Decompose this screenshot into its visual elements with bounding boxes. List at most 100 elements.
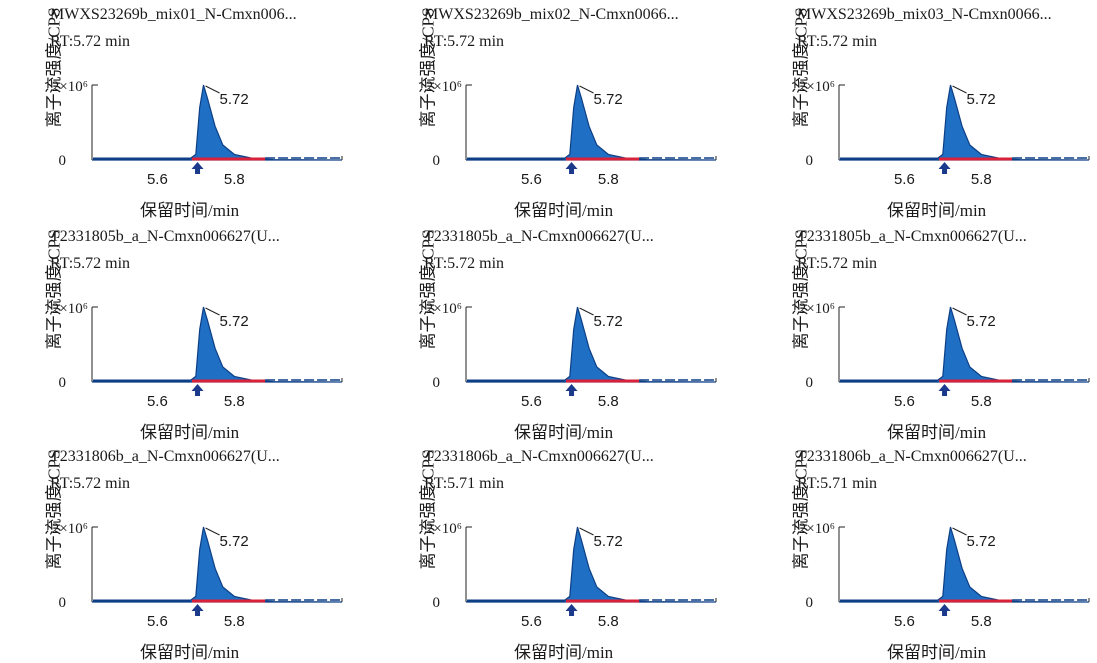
chromatogram-plot: 0 2×10⁶ 5.6 5.8 5.72 — [799, 301, 1090, 410]
chromatogram-panel: T2331806b_a_N-Cmxn006627(U... RT:5.71 min… — [374, 442, 719, 662]
peak-rt-label: 5.72 — [594, 91, 623, 108]
retention-time-label: RT:5.72 min — [50, 255, 131, 272]
chromatogram-plot: 0 2×10⁶ 5.6 5.8 5.72 — [52, 521, 343, 630]
retention-time-label: RT:5.72 min — [50, 33, 131, 50]
peak-label-leader — [579, 527, 594, 536]
panel-title: T2331805b_a_N-Cmxn006627(U... — [50, 228, 280, 245]
peak-rt-label: 5.72 — [220, 533, 249, 550]
x-axis-label: 保留时间/min — [514, 643, 614, 662]
x-axis-label: 保留时间/min — [514, 201, 614, 220]
up-arrow-icon — [938, 384, 951, 396]
x-tick-label: 5.8 — [598, 171, 619, 188]
y-tick-label: 0 — [59, 595, 67, 611]
chromatogram-panel: T2331805b_a_N-Cmxn006627(U... RT:5.72 min… — [747, 222, 1092, 442]
peak-area — [839, 526, 1090, 603]
x-axis-label: 保留时间/min — [140, 201, 240, 220]
x-axis-label: 保留时间/min — [887, 201, 987, 220]
peak-label-leader — [952, 307, 967, 316]
up-arrow-icon — [191, 384, 204, 396]
y-tick-label: 0 — [59, 153, 67, 169]
chromatogram-panel: T2331806b_a_N-Cmxn006627(U... RT:5.72 min… — [0, 442, 345, 662]
y-tick-label: 0 — [59, 375, 67, 391]
x-tick-label: 5.6 — [894, 171, 915, 188]
y-tick-label: 0 — [806, 375, 814, 391]
panel-title: T2331806b_a_N-Cmxn006627(U... — [797, 448, 1027, 465]
chromatogram-plot: 0 2×10⁶ 5.6 5.8 5.72 — [52, 79, 343, 188]
peak-area — [92, 84, 343, 161]
panel-title: T2331806b_a_N-Cmxn006627(U... — [424, 448, 654, 465]
peak-rt-label: 5.72 — [967, 313, 996, 330]
chromatogram-panel: T2331806b_a_N-Cmxn006627(U... RT:5.71 min… — [747, 442, 1092, 662]
x-axis-label: 保留时间/min — [140, 423, 240, 442]
x-axis-label: 保留时间/min — [887, 643, 987, 662]
y-tick-label: 2×10⁶ — [52, 521, 88, 537]
up-arrow-icon — [191, 604, 204, 616]
panel-title: MWXS23269b_mix02_N-Cmxn0066... — [424, 6, 679, 23]
y-tick-label: 2×10⁶ — [426, 79, 462, 95]
y-tick-label: 2×10⁶ — [52, 301, 88, 317]
up-arrow-icon — [191, 162, 204, 174]
peak-label-leader — [579, 85, 594, 94]
y-tick-label: 0 — [806, 153, 814, 169]
retention-time-label: RT:5.72 min — [50, 475, 131, 492]
up-arrow-icon — [938, 604, 951, 616]
peak-label-leader — [205, 85, 220, 94]
up-arrow-icon — [565, 604, 578, 616]
y-tick-label: 2×10⁶ — [799, 79, 835, 95]
x-tick-label: 5.8 — [598, 393, 619, 410]
x-tick-label: 5.6 — [147, 393, 168, 410]
y-tick-label: 0 — [433, 153, 441, 169]
x-tick-label: 5.8 — [598, 613, 619, 630]
chromatogram-panel: T2331805b_a_N-Cmxn006627(U... RT:5.72 min… — [374, 222, 719, 442]
peak-area — [839, 306, 1090, 383]
x-tick-label: 5.6 — [894, 393, 915, 410]
panel-title: T2331805b_a_N-Cmxn006627(U... — [424, 228, 654, 245]
retention-time-label: RT:5.72 min — [797, 255, 878, 272]
chromatogram-plot: 0 2×10⁶ 5.6 5.8 5.72 — [426, 521, 717, 630]
x-tick-label: 5.8 — [224, 613, 245, 630]
y-tick-label: 0 — [433, 375, 441, 391]
retention-time-label: RT:5.71 min — [424, 475, 505, 492]
up-arrow-icon — [565, 384, 578, 396]
panel-title: MWXS23269b_mix01_N-Cmxn006... — [50, 6, 297, 23]
retention-time-label: RT:5.71 min — [797, 475, 878, 492]
peak-area — [466, 306, 717, 383]
peak-label-leader — [205, 527, 220, 536]
x-tick-label: 5.6 — [147, 171, 168, 188]
peak-rt-label: 5.72 — [594, 533, 623, 550]
panel-title: MWXS23269b_mix03_N-Cmxn0066... — [797, 6, 1052, 23]
panel-title: T2331806b_a_N-Cmxn006627(U... — [50, 448, 280, 465]
peak-area — [92, 526, 343, 603]
x-tick-label: 5.6 — [521, 393, 542, 410]
peak-label-leader — [205, 307, 220, 316]
chromatogram-panel: MWXS23269b_mix03_N-Cmxn0066... RT:5.72 mi… — [747, 0, 1092, 220]
chromatogram-plot: 0 2×10⁶ 5.6 5.8 5.72 — [799, 79, 1090, 188]
y-tick-label: 0 — [806, 595, 814, 611]
up-arrow-icon — [565, 162, 578, 174]
chromatogram-plot: 0 2×10⁶ 5.6 5.8 5.72 — [52, 301, 343, 410]
up-arrow-icon — [938, 162, 951, 174]
peak-label-leader — [579, 307, 594, 316]
y-tick-label: 2×10⁶ — [52, 79, 88, 95]
x-axis-label: 保留时间/min — [514, 423, 614, 442]
chromatogram-plot: 0 2×10⁶ 5.6 5.8 5.72 — [799, 521, 1090, 630]
peak-label-leader — [952, 527, 967, 536]
x-tick-label: 5.8 — [971, 171, 992, 188]
peak-rt-label: 5.72 — [967, 91, 996, 108]
peak-area — [92, 306, 343, 383]
chromatogram-plot: 0 2×10⁶ 5.6 5.8 5.72 — [426, 301, 717, 410]
x-tick-label: 5.6 — [147, 613, 168, 630]
peak-rt-label: 5.72 — [220, 313, 249, 330]
y-tick-label: 2×10⁶ — [799, 521, 835, 537]
x-tick-label: 5.6 — [521, 613, 542, 630]
y-tick-label: 2×10⁶ — [799, 301, 835, 317]
peak-area — [839, 84, 1090, 161]
x-tick-label: 5.8 — [971, 613, 992, 630]
peak-rt-label: 5.72 — [967, 533, 996, 550]
chromatogram-panel: MWXS23269b_mix01_N-Cmxn006... RT:5.72 min… — [0, 0, 345, 220]
x-axis-label: 保留时间/min — [887, 423, 987, 442]
x-tick-label: 5.6 — [894, 613, 915, 630]
retention-time-label: RT:5.72 min — [424, 33, 505, 50]
peak-area — [466, 526, 717, 603]
